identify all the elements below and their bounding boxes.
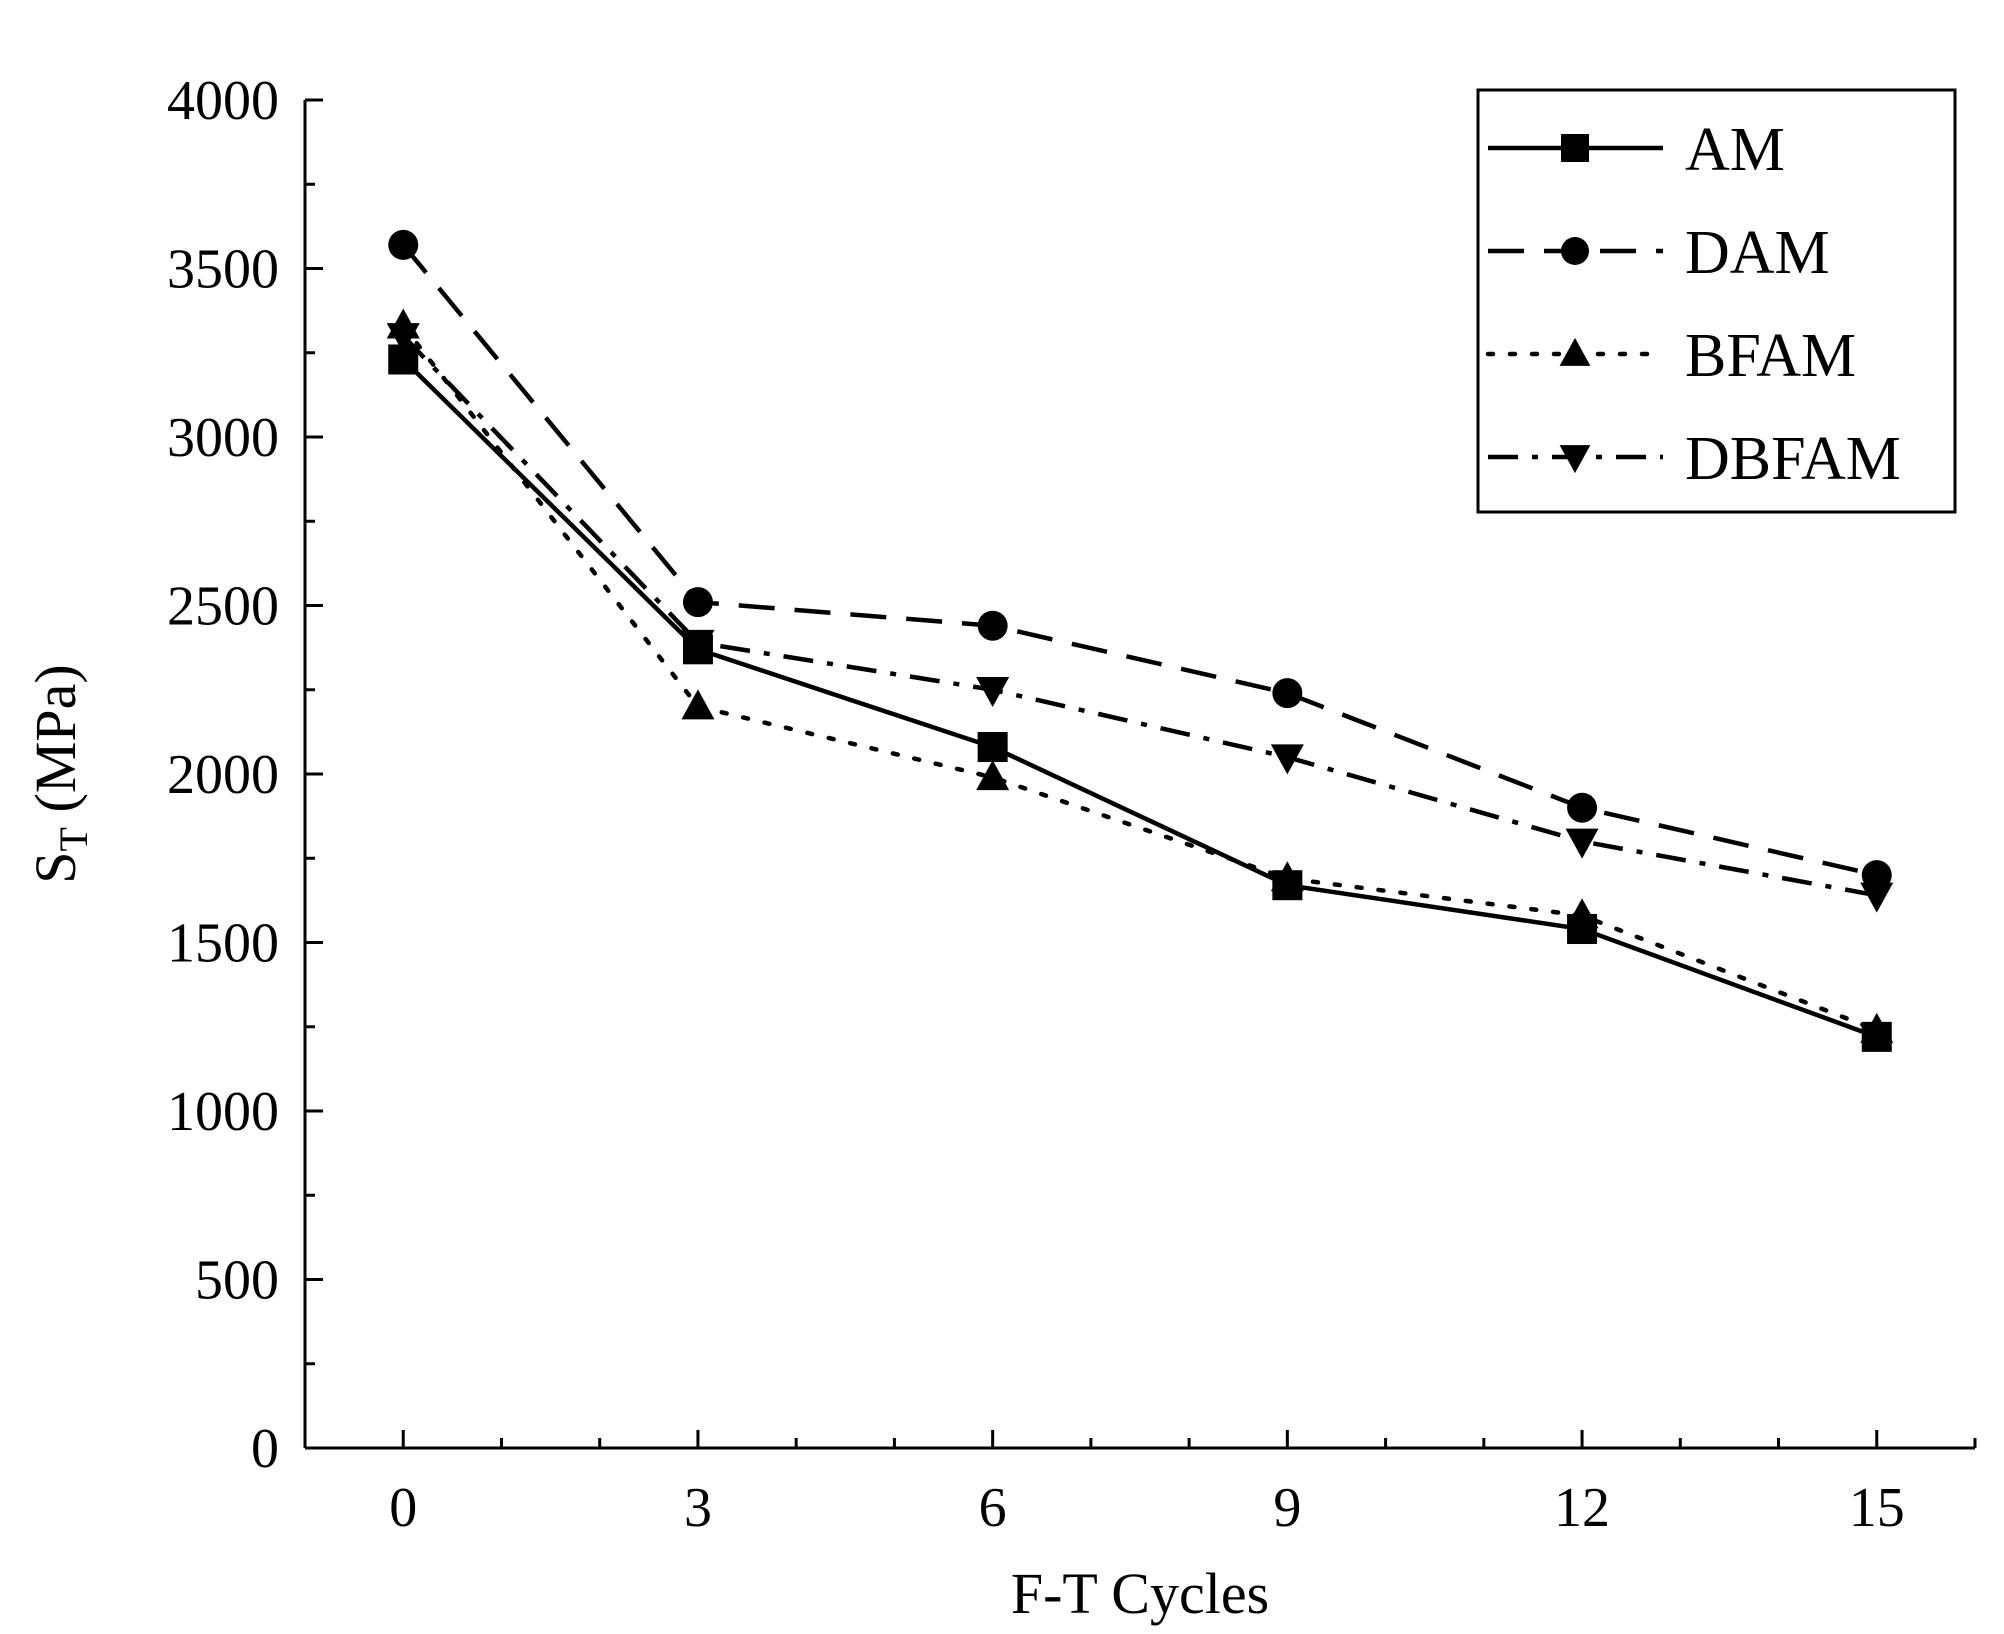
y-ticks: 0 500 1000 1500 2000 2500 3000 3500 4000 (167, 70, 323, 1480)
marker-circle (388, 229, 419, 260)
series-line (401, 357, 1878, 1039)
marker-triangle-up (1565, 898, 1599, 929)
series-dam (388, 229, 1892, 891)
y-tick-label: 1500 (167, 913, 279, 975)
y-tick-label: 4000 (167, 70, 279, 132)
plot-area: 0 500 1000 1500 2000 2500 3000 3500 4000 0 3 6 9 12 1… (167, 70, 1977, 1539)
marker-triangle-down (1860, 882, 1894, 913)
legend-label: BFAM (1685, 322, 1856, 390)
y-axis-title-subscript: T (51, 827, 96, 851)
series-line (401, 243, 1878, 878)
marker-circle (1272, 678, 1303, 709)
marker-triangle-down (386, 323, 420, 354)
y-tick-label: 500 (195, 1250, 279, 1312)
legend-item-dbfam: DBFAM (1488, 425, 1901, 493)
marker-circle (1567, 792, 1598, 823)
series-layer (386, 229, 1894, 1052)
y-tick-label: 1000 (167, 1081, 279, 1143)
marker-triangle-up (1559, 337, 1591, 366)
legend-label: DBFAM (1685, 425, 1901, 493)
y-axis-title-unit: (MPa) (23, 664, 88, 827)
x-ticks: 0 3 6 9 12 15 (303, 1430, 1977, 1539)
marker-triangle-up (681, 689, 715, 720)
legend-item-dam: DAM (1488, 219, 1830, 287)
legend-item-am: AM (1488, 116, 1785, 184)
x-axis-title: F-T Cycles (1011, 1561, 1269, 1626)
x-tick-label: 9 (1273, 1477, 1301, 1539)
series-dbfam (386, 323, 1894, 913)
legend-item-bfam: BFAM (1485, 322, 1856, 390)
y-tick-label: 0 (251, 1418, 279, 1480)
marker-square (977, 732, 1008, 763)
marker-triangle-down (1565, 828, 1599, 859)
series-am (388, 344, 1892, 1052)
marker-circle (682, 587, 713, 618)
legend: AM DAM BFAM DBFAM (1476, 88, 1957, 514)
y-axis-title-main: S (23, 851, 88, 883)
x-tick-label: 12 (1554, 1477, 1610, 1539)
marker-triangle-down (1559, 445, 1591, 474)
x-tick-label: 3 (684, 1477, 712, 1539)
marker-circle (1561, 237, 1589, 265)
x-tick-label: 0 (389, 1477, 417, 1539)
marker-triangle-down (1270, 744, 1304, 775)
marker-triangle-up (976, 760, 1010, 791)
marker-triangle-up (1270, 861, 1304, 892)
y-tick-label: 2500 (167, 576, 279, 638)
legend-box (1476, 88, 1957, 514)
legend-items: AM DAM BFAM DBFAM (1485, 116, 1901, 493)
marker-square (1561, 134, 1589, 162)
y-tick-label: 3500 (167, 239, 279, 301)
series-line (401, 334, 1878, 898)
y-tick-label: 2000 (167, 744, 279, 806)
series-line (400, 323, 1880, 1033)
x-tick-label: 15 (1849, 1477, 1905, 1539)
y-axis-title: ST (MPa) (23, 664, 96, 883)
y-tick-label: 3000 (167, 407, 279, 469)
legend-label: AM (1685, 116, 1785, 184)
marker-triangle-down (976, 677, 1010, 707)
marker-triangle-down (681, 629, 715, 660)
series-bfam (386, 308, 1894, 1043)
marker-circle (977, 610, 1008, 641)
x-tick-label: 6 (979, 1477, 1007, 1539)
legend-label: DAM (1685, 219, 1830, 287)
marker-triangle-up (1860, 1012, 1894, 1043)
